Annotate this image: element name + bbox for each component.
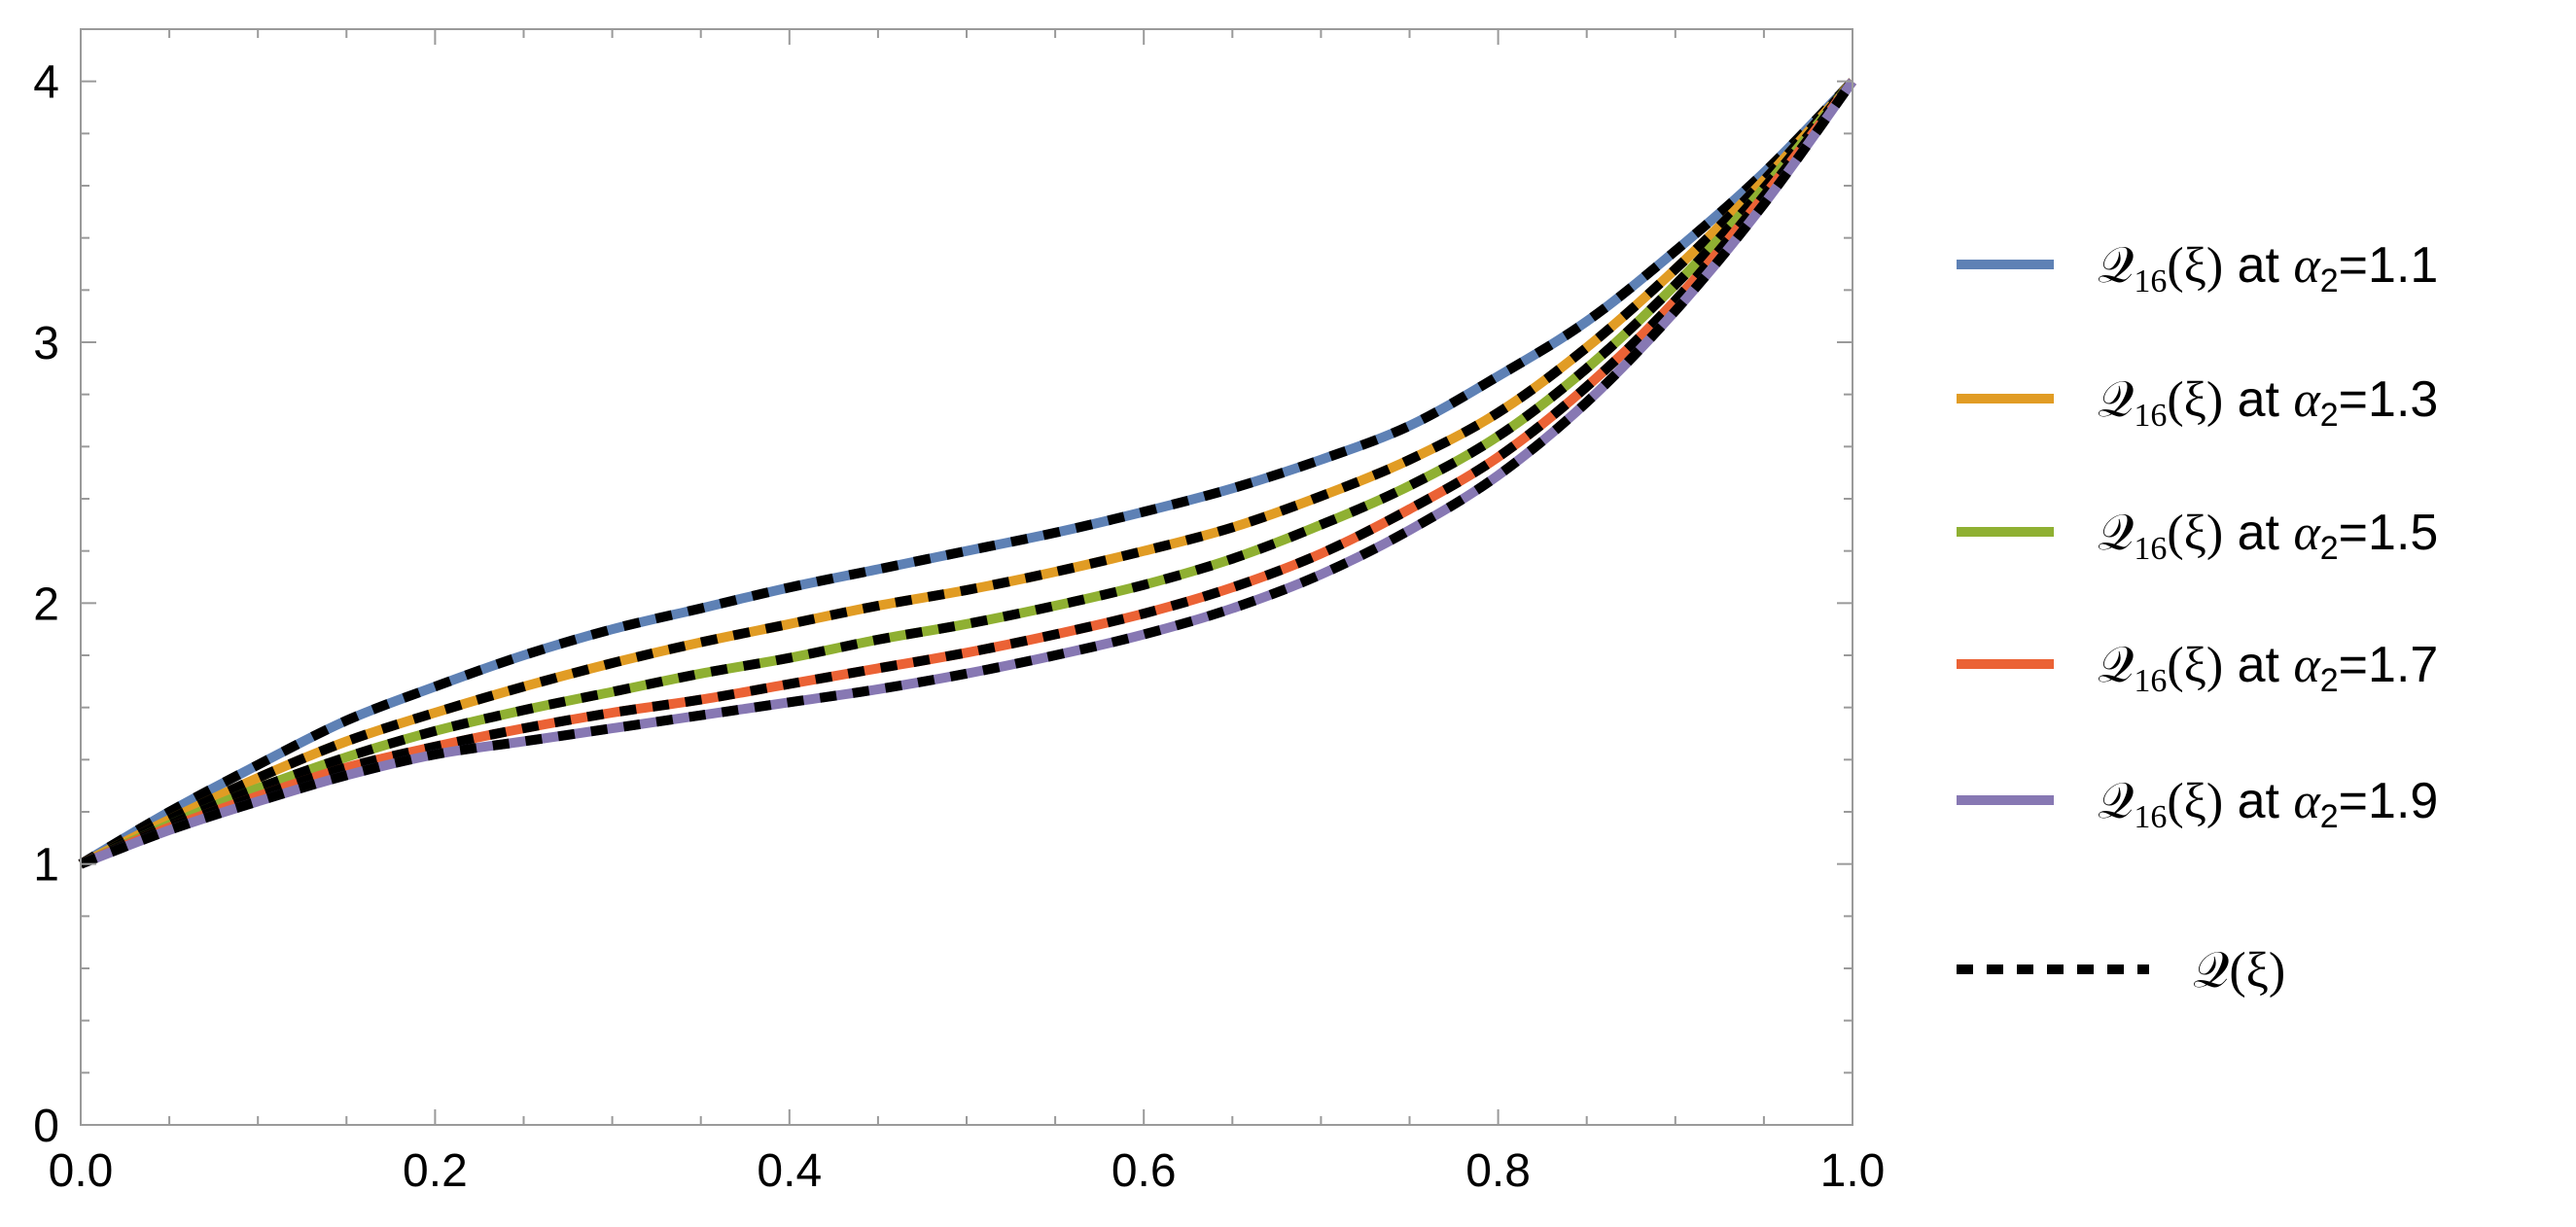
y-tick-label: 1 [33,840,59,892]
plot-curves [78,78,1857,869]
legend: 𝒬16(ξ) at α2=1.1 𝒬16(ξ) at α2=1.3 𝒬16(ξ) a… [1957,237,2438,999]
reference-dashed-line-5 [79,78,1857,869]
x-tick-label: 0.8 [1465,1145,1531,1197]
legend-label-1: 𝒬16(ξ) at α2=1.1 [2098,237,2438,299]
y-tick-label: 2 [33,578,59,630]
y-tick-label: 0 [33,1101,59,1152]
legend-label-5: 𝒬16(ξ) at α2=1.9 [2098,773,2438,835]
y-axis: 0 1 2 3 4 [33,28,1853,1152]
series-line-2 [78,78,1856,869]
x-tick-label: 0.0 [49,1145,114,1197]
legend-label-2: 𝒬16(ξ) at α2=1.3 [2098,371,2438,434]
y-tick-label: 3 [33,318,59,369]
x-tick-label: 0.2 [403,1145,468,1197]
x-axis: 0.0 0.2 0.4 0.6 0.8 1.0 [49,29,1886,1197]
legend-label-4: 𝒬16(ξ) at α2=1.7 [2098,637,2438,699]
legend-label-reference: 𝒬(ξ) [2193,943,2285,999]
legend-label-3: 𝒬16(ξ) at α2=1.5 [2098,505,2438,567]
reference-dashed-line-4 [79,78,1856,869]
reference-dashed-line-3 [78,78,1856,869]
y-tick-label: 4 [33,57,59,109]
x-tick-label: 0.4 [757,1145,822,1197]
series-line-1 [78,78,1856,869]
x-tick-label: 1.0 [1820,1145,1886,1197]
x-tick-label: 0.6 [1112,1145,1177,1197]
